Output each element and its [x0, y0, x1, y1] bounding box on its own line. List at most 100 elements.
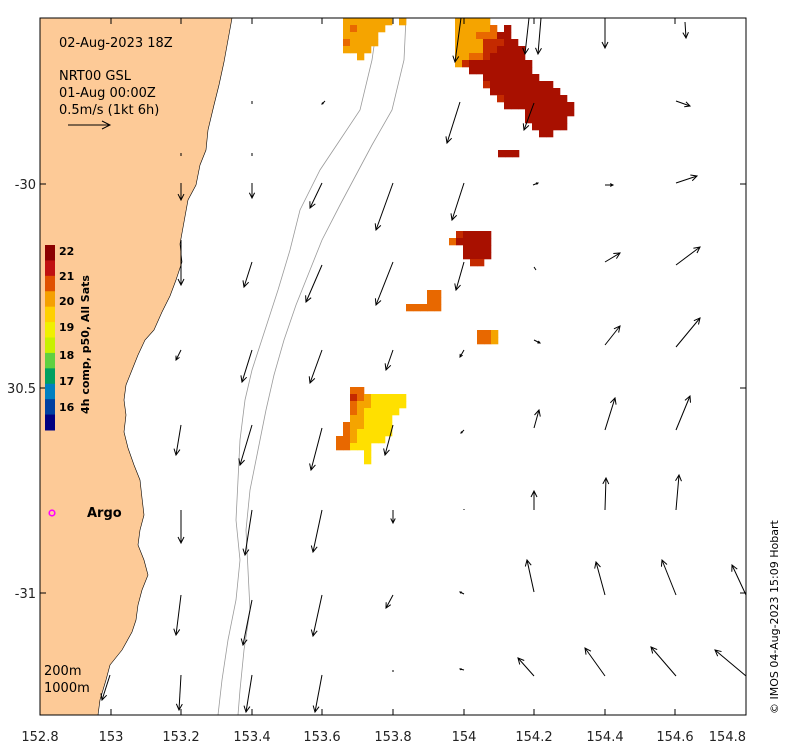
sst-pixel — [497, 46, 505, 54]
sst-pixel — [357, 422, 365, 430]
current-vector — [604, 397, 616, 431]
current-vector — [446, 101, 461, 144]
sst-pixel — [518, 88, 526, 96]
sst-pixel — [553, 109, 561, 117]
sst-pixel — [504, 88, 512, 96]
map-date: 02-Aug-2023 18Z — [59, 36, 173, 51]
sst-pixel — [427, 304, 435, 312]
current-vector — [312, 594, 323, 637]
sst-pixel — [484, 330, 492, 338]
arrow-head-icon — [383, 448, 390, 457]
sst-pixel — [469, 18, 477, 26]
arrow-head-icon — [177, 278, 185, 287]
arrow-head-icon — [460, 431, 463, 434]
sst-pixel — [532, 102, 540, 110]
sst-pixel — [525, 102, 533, 110]
arrow-head-icon — [310, 629, 318, 638]
colorbar-title: 4h comp, p50, All Sats — [79, 275, 92, 414]
sst-pixel — [462, 60, 470, 68]
sst-pixel — [378, 394, 386, 402]
sst-pixel — [518, 60, 526, 68]
sst-pixel — [413, 304, 421, 312]
sst-pixel — [504, 46, 512, 54]
sst-pixel — [364, 408, 372, 416]
sst-pixel — [490, 60, 498, 68]
current-vector — [604, 477, 607, 511]
sst-pixel — [455, 18, 463, 26]
arrow-head-icon — [459, 591, 462, 594]
sst-patches — [336, 18, 575, 465]
sst-pixel — [462, 39, 470, 47]
colorbar — [45, 245, 55, 431]
arrow-head-icon — [177, 536, 185, 545]
arrow-head-icon — [609, 183, 615, 187]
sst-pixel — [371, 32, 379, 40]
sst-pixel — [469, 53, 477, 61]
current-vector — [175, 594, 182, 636]
sst-pixel — [532, 116, 540, 124]
sst-pixel — [470, 238, 478, 246]
arrow-head-icon — [524, 558, 532, 567]
arrow-head-icon — [609, 396, 617, 405]
sst-pixel — [490, 88, 498, 96]
sst-pixel — [371, 436, 379, 444]
current-vectors — [100, 17, 747, 714]
sst-pixel — [357, 436, 365, 444]
arrow-head-icon — [602, 476, 610, 485]
sst-pixel — [350, 401, 358, 409]
sst-pixel — [385, 422, 393, 430]
sst-pixel — [525, 60, 533, 68]
current-vector — [731, 564, 747, 596]
sst-pixel — [462, 18, 470, 26]
sst-pixel — [350, 387, 358, 395]
sst-pixel — [477, 231, 485, 239]
arrow-head-icon — [177, 193, 185, 202]
sst-pixel — [511, 46, 519, 54]
arrow-head-icon — [374, 223, 382, 232]
sst-pixel — [406, 304, 414, 312]
current-vector — [239, 424, 253, 466]
arrow-head-icon — [594, 560, 601, 569]
current-vector — [523, 102, 535, 131]
sst-pixel — [357, 415, 365, 423]
sst-pixel — [560, 109, 568, 117]
x-tick-label: 154.6 — [656, 730, 693, 745]
credit-text: © IMOS 04-Aug-2023 15:09 Hobart — [768, 520, 781, 714]
sst-pixel — [504, 67, 512, 75]
sst-pixel — [567, 109, 575, 117]
x-tick-label: 153.8 — [374, 730, 411, 745]
sst-pixel — [385, 415, 393, 423]
sst-pixel — [539, 109, 547, 117]
x-tick-label: 152.8 — [21, 730, 58, 745]
arrow-head-icon — [445, 136, 453, 145]
x-axis — [39, 18, 747, 715]
arrow-head-icon — [534, 408, 541, 417]
sst-pixel — [364, 429, 372, 437]
sst-pixel — [546, 109, 554, 117]
arrow-head-icon — [714, 649, 722, 657]
colorbar-swatch — [45, 275, 55, 292]
arrow-head-icon — [312, 705, 320, 714]
current-vector — [244, 509, 253, 556]
current-vector — [375, 261, 394, 306]
sst-pixel — [497, 88, 505, 96]
colorbar-swatch — [45, 414, 55, 431]
arrow-head-icon — [690, 174, 699, 182]
sst-pixel — [455, 60, 463, 68]
sst-pixel — [343, 46, 351, 54]
sst-pixel — [371, 394, 379, 402]
colorbar-tick: 21 — [59, 270, 74, 283]
sst-pixel — [476, 25, 484, 33]
sst-pixel — [504, 102, 512, 110]
sst-pixel — [427, 290, 435, 298]
sst-pixel — [357, 32, 365, 40]
data-source: NRT00 GSL — [59, 69, 132, 84]
arrow-head-icon — [240, 375, 248, 384]
current-vector — [675, 395, 691, 431]
sst-pixel — [483, 18, 491, 26]
arrow-head-icon — [390, 518, 396, 525]
sst-pixel — [469, 32, 477, 40]
argo-marker-icon[interactable] — [48, 509, 56, 517]
sst-pixel — [483, 74, 491, 82]
